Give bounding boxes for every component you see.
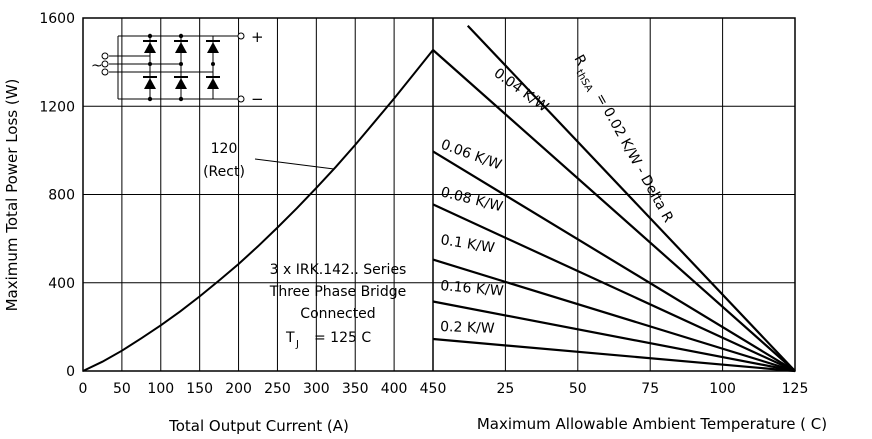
data-lines <box>82 24 796 373</box>
rth-sa-label: R thSA = 0.02 K/W - Delta R <box>571 52 677 226</box>
bridge-plus-label: + <box>251 28 264 46</box>
x-axis-label-temperature: Maximum Allowable Ambient Temperature ( … <box>477 415 827 433</box>
bridge-rectifier-schematic-icon <box>101 32 245 103</box>
x-tick-label-temperature: 100 <box>709 381 736 397</box>
x-tick-label-current: 150 <box>186 381 213 397</box>
x-tick-label-temperature: 125 <box>782 381 809 397</box>
x-tick-label-current: 350 <box>342 381 369 397</box>
y-tick-label: 1200 <box>39 99 75 115</box>
x-tick-label-current: 400 <box>381 381 408 397</box>
x-tick-label-temperature: 75 <box>641 381 659 397</box>
x-tick-label-current: 50 <box>113 381 131 397</box>
y-tick-label: 400 <box>48 276 75 292</box>
x-tick-label-current: 0 <box>79 381 88 397</box>
bridge-type-label: Three Phase Bridge <box>269 284 406 300</box>
rth-label-0.16: 0.16 K/W <box>440 278 505 299</box>
curve-label-rect: (Rect) <box>203 164 245 180</box>
power-loss-curve <box>82 49 434 372</box>
tj-subscript: J <box>295 339 299 350</box>
x-tick-label-current: 300 <box>303 381 330 397</box>
x-tick-label-temperature: 25 <box>496 381 514 397</box>
y-tick-label: 1600 <box>39 11 75 27</box>
tick-labels: 0 400 800 1200 1600 0 50 100 150 200 250 300 350 400 4… <box>39 11 808 397</box>
grid <box>83 18 795 371</box>
rth-line <box>432 300 796 373</box>
x-tick-label-current: 100 <box>147 381 174 397</box>
rth-line <box>432 203 796 372</box>
bridge-ac-label: ~ <box>91 58 103 74</box>
rth-line <box>432 150 796 372</box>
curve-label-120: 120 <box>211 141 238 157</box>
rth-symbol: R <box>571 52 590 69</box>
x-tick-label-current: 450 <box>420 381 447 397</box>
rth-label-0.1: 0.1 K/W <box>439 232 495 256</box>
x-tick-label-current: 200 <box>225 381 252 397</box>
series-label: 3 x IRK.142.. Series <box>270 262 407 278</box>
x-tick-label-current: 250 <box>264 381 291 397</box>
rth-line <box>432 258 796 373</box>
rth-value: = 0.02 K/W - Delta R <box>592 91 676 226</box>
tj-symbol: T <box>285 330 295 346</box>
rth-line <box>432 337 796 373</box>
bridge-minus-label: − <box>251 90 264 108</box>
rth-subscript: thSA <box>573 68 594 94</box>
rth-label-0.06: 0.06 K/W <box>439 137 504 174</box>
rth-line <box>432 49 796 372</box>
curve-label-leader-line <box>254 158 335 170</box>
rth-label-0.2: 0.2 K/W <box>440 319 495 337</box>
y-tick-label: 0 <box>66 364 75 380</box>
connection-label: Connected <box>300 306 375 322</box>
y-axis-label: Maximum Total Power Loss (W) <box>3 79 21 312</box>
y-tick-label: 800 <box>48 188 75 204</box>
x-axis-label-current: Total Output Current (A) <box>168 417 349 435</box>
x-tick-label-temperature: 50 <box>569 381 587 397</box>
tj-value: = 125 C <box>314 330 371 346</box>
rth-line <box>466 24 796 372</box>
